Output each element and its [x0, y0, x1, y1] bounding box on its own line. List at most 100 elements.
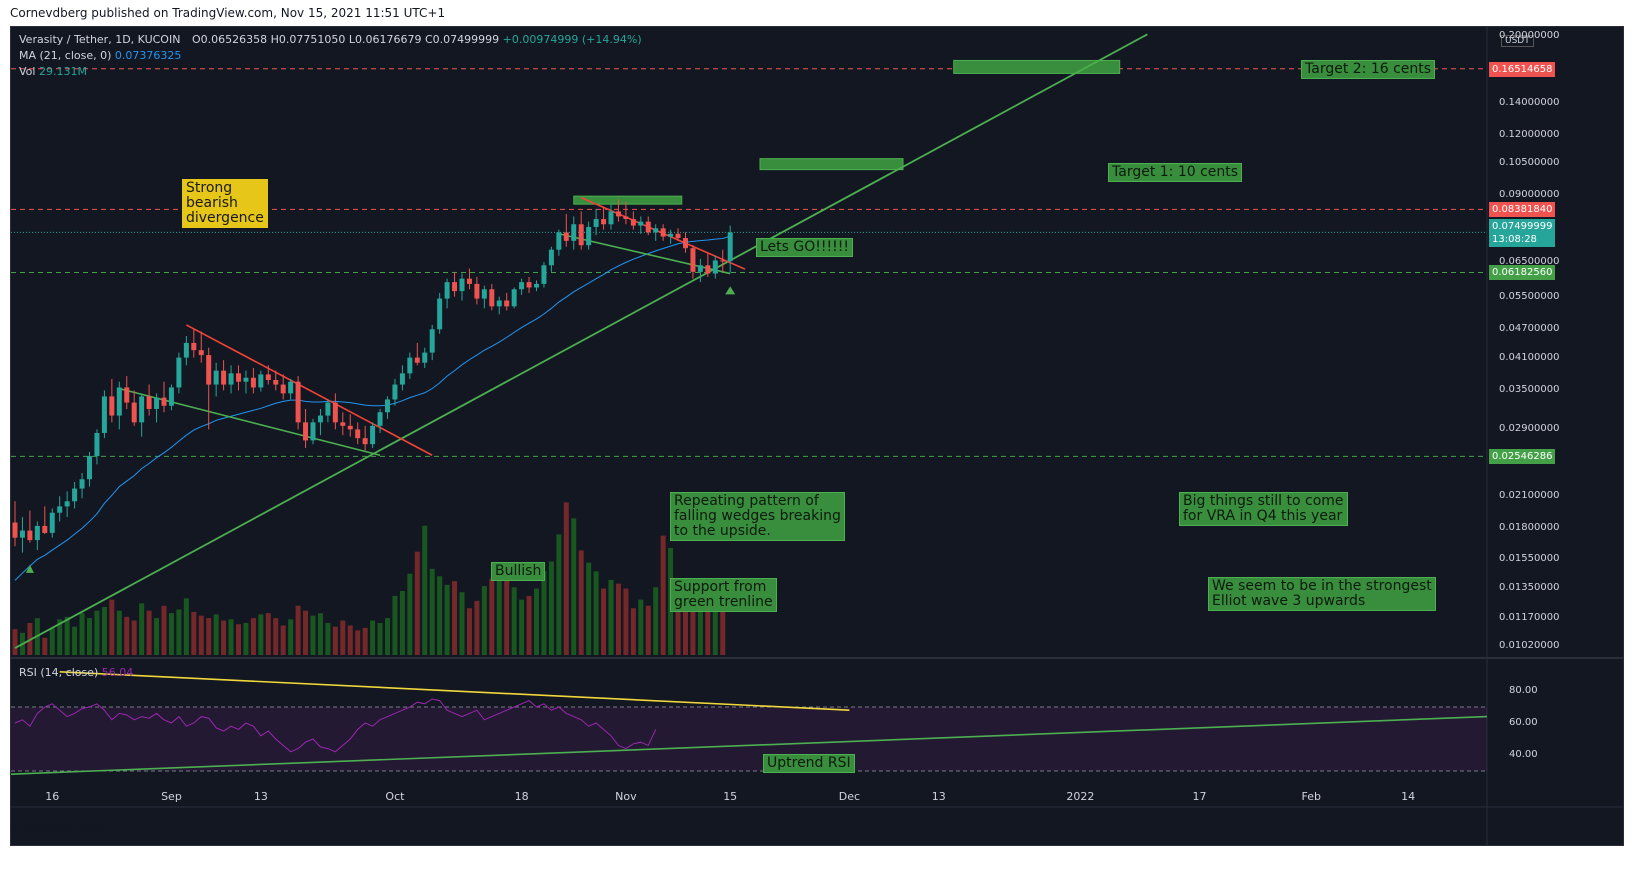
time-axis-label: Feb: [1301, 790, 1322, 803]
wedge2-lower-line: [558, 233, 731, 275]
note-repeating-pattern[interactable]: Repeating pattern of falling wedges brea…: [670, 492, 845, 541]
candle-body: [675, 233, 681, 238]
candle-body: [288, 381, 294, 394]
rsi-axis-label: 80.00: [1509, 685, 1538, 696]
volume-bar: [191, 611, 197, 655]
ohlc-low: L0.06176679: [348, 33, 422, 46]
candle-body: [124, 387, 130, 403]
volume-bar: [355, 630, 361, 655]
note-elliot-wave[interactable]: We seem to be in the strongest Elliot wa…: [1208, 577, 1436, 611]
candle-body: [139, 396, 145, 423]
price-tag: 0.06182560: [1489, 265, 1555, 281]
candle-body: [623, 216, 629, 220]
ohlc-change: +0.00974999 (+14.94%): [502, 33, 642, 46]
candle-body: [221, 370, 227, 385]
candlestick-chart[interactable]: [11, 27, 1623, 845]
candle-body: [392, 384, 398, 400]
candle-body: [504, 300, 510, 307]
rsi-bearish-divergence-line: [59, 671, 850, 711]
volume-bar: [109, 599, 115, 655]
ohlc-open: O0.06526358: [191, 33, 268, 46]
volume-bar: [295, 605, 301, 655]
candle-body: [563, 232, 569, 241]
volume-bar: [474, 600, 480, 655]
volume-bar: [407, 573, 413, 655]
time-axis-label: Oct: [385, 790, 405, 803]
price-axis-label: 0.09000000: [1499, 188, 1560, 200]
volume-bar: [720, 595, 726, 655]
candle-body: [94, 432, 100, 457]
volume-bar: [563, 502, 569, 655]
price-tag: 0.16514658: [1489, 61, 1555, 77]
candle-body: [727, 232, 733, 262]
candle-body: [474, 283, 480, 299]
published-credit: Cornevdberg published on TradingView.com…: [10, 6, 446, 20]
ma-label: MA (21, close, 0): [19, 49, 112, 62]
volume-bar: [332, 626, 338, 655]
candle-body: [101, 396, 107, 433]
candle-body: [601, 219, 607, 225]
volume-bar: [459, 592, 465, 655]
candle-body: [64, 501, 70, 507]
rsi-value: 56.04: [101, 666, 134, 679]
candle-body: [131, 402, 137, 423]
time-axis-label: Sep: [161, 790, 182, 803]
candle-body: [697, 265, 703, 272]
note-big-things[interactable]: Big things still to come for VRA in Q4 t…: [1179, 492, 1348, 526]
rsi-legend: RSI (14, close) 56.04: [19, 666, 133, 679]
target-1-box: [759, 158, 904, 171]
volume-bar: [593, 571, 599, 655]
note-bullish[interactable]: Bullish: [491, 562, 546, 581]
note-target-1[interactable]: Target 1: 10 cents: [1108, 163, 1243, 182]
candle-body: [586, 226, 592, 246]
volume-bar: [556, 534, 562, 655]
candle-body: [72, 488, 78, 502]
candle-body: [213, 370, 219, 385]
candle-body: [608, 211, 614, 225]
candle-body: [49, 512, 55, 533]
note-target-2[interactable]: Target 2: 16 cents: [1301, 60, 1436, 79]
candle-body: [705, 265, 711, 274]
volume-bar: [653, 587, 659, 655]
volume-bar: [712, 594, 718, 655]
candle-body: [452, 282, 458, 292]
note-lets-go[interactable]: Lets GO!!!!!!: [756, 238, 853, 257]
volume-bar: [221, 620, 227, 655]
rsi-axis-label: 40.00: [1509, 749, 1538, 760]
rsi-label: RSI (14, close): [19, 666, 99, 679]
volume-bar: [79, 613, 85, 655]
volume-bar: [124, 616, 130, 655]
volume-bar: [444, 584, 450, 655]
vol-value: 29.131M: [38, 65, 87, 78]
candle-body: [399, 373, 405, 385]
candle-body: [645, 221, 651, 233]
volume-bar: [236, 624, 241, 655]
volume-bar: [601, 588, 607, 655]
volume-bar: [258, 614, 264, 655]
volume-bar: [422, 525, 428, 655]
candle-body: [42, 525, 48, 533]
wedge1-upper-line: [185, 324, 433, 456]
candle-body: [87, 456, 92, 480]
candle-body: [332, 402, 338, 423]
chart-frame[interactable]: Verasity / Tether, 1D, KUCOIN O0.0652635…: [10, 26, 1624, 846]
volume-bar: [630, 608, 636, 655]
candle-body: [385, 399, 390, 413]
candle-body: [310, 422, 316, 441]
candle-body: [437, 298, 443, 330]
candle-body: [496, 300, 502, 307]
volume-bar: [176, 609, 182, 655]
note-bearish-divergence[interactable]: Strong bearish divergence: [182, 179, 268, 228]
note-support[interactable]: Support from green trenline: [670, 578, 777, 612]
time-axis-label: 17: [1192, 790, 1207, 803]
candle-body: [183, 342, 189, 358]
candle-body: [489, 289, 495, 307]
ma-legend: MA (21, close, 0) 0.07376325: [19, 49, 181, 62]
vol-legend: Vol 29.131M: [19, 65, 87, 78]
candle-body: [27, 530, 33, 541]
volume-bar: [273, 618, 279, 655]
price-axis-label: 0.12000000: [1499, 128, 1560, 140]
candle-body: [422, 352, 428, 363]
volume-bar: [437, 576, 443, 655]
note-uptrend-rsi[interactable]: Uptrend RSI: [763, 754, 855, 773]
